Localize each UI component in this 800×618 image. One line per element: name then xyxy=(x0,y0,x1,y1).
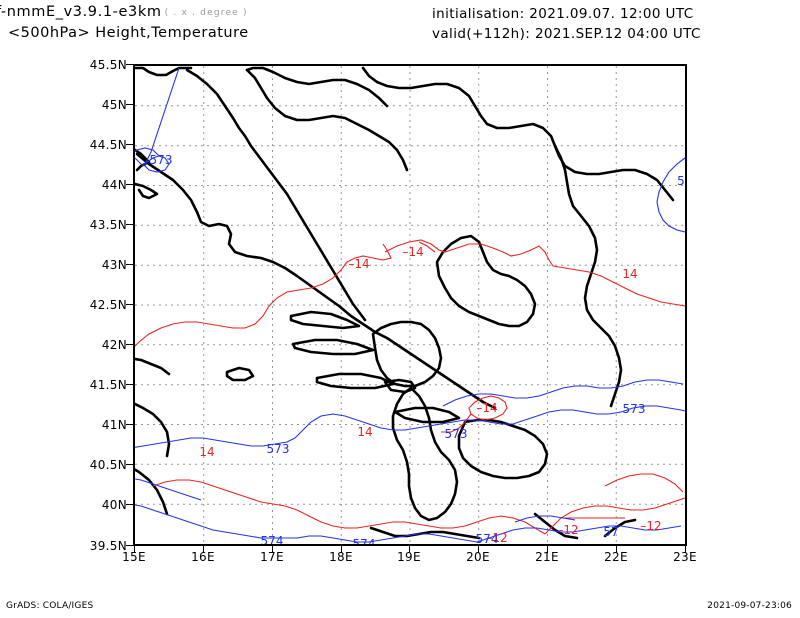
y-tick xyxy=(126,424,133,425)
level-fields-line: <500hPa> Height,Temperature xyxy=(8,25,249,41)
y-axis-label: 40.5N xyxy=(89,458,127,472)
height-label: 574 xyxy=(353,537,376,544)
model-resolution: ( . x . degree ) xyxy=(164,8,248,18)
temp-label: –12 xyxy=(557,523,578,537)
y-tick xyxy=(126,224,133,225)
y-tick xyxy=(126,344,133,345)
y-tick xyxy=(126,545,133,546)
temp-label: –12 xyxy=(486,531,507,544)
y-axis-label: 39.5N xyxy=(89,539,127,553)
temp-label: –14 xyxy=(348,257,369,271)
temp-label: 14 xyxy=(199,445,214,459)
x-axis-label: 16E xyxy=(191,550,215,564)
map-plot-area: –14 –14 14 –14 14 14 –12 –12 –12 573 573… xyxy=(133,64,687,546)
y-tick xyxy=(126,144,133,145)
y-axis-label: 43N xyxy=(101,258,127,272)
map-outlines xyxy=(135,66,675,540)
x-tick xyxy=(203,546,204,553)
x-tick xyxy=(272,546,273,553)
y-axis-label: 42.5N xyxy=(89,298,127,312)
height-contours xyxy=(135,67,685,543)
temp-label: –14 xyxy=(402,245,423,259)
y-tick xyxy=(126,504,133,505)
y-axis-label: 44N xyxy=(101,178,127,192)
y-tick xyxy=(126,104,133,105)
y-tick xyxy=(126,184,133,185)
y-axis-label: 41N xyxy=(101,418,127,432)
model-name-line: f-nmmE_v3.9.1-e3km( . x . degree ) xyxy=(0,4,248,20)
model-name: f-nmmE_v3.9.1-e3km xyxy=(0,4,162,20)
contour-labels: –14 –14 14 –14 14 14 –12 –12 –12 573 573… xyxy=(150,153,685,544)
y-tick xyxy=(126,464,133,465)
height-label: 5 xyxy=(677,174,685,188)
x-axis-label: 21E xyxy=(535,550,559,564)
x-axis-label: 20E xyxy=(466,550,490,564)
grid-lines xyxy=(135,66,685,544)
x-tick xyxy=(547,546,548,553)
y-axis-label: 40N xyxy=(101,498,127,512)
header-right-block: initialisation: 2021.09.07. 12:00 UTC va… xyxy=(432,4,772,44)
y-axis-label: 42N xyxy=(101,338,127,352)
height-label: 573 xyxy=(150,153,173,167)
y-tick xyxy=(126,264,133,265)
y-axis-label: 43.5N xyxy=(89,218,127,232)
x-axis-label: 22E xyxy=(604,550,628,564)
x-tick xyxy=(478,546,479,553)
y-tick xyxy=(126,304,133,305)
x-tick xyxy=(616,546,617,553)
y-tick xyxy=(126,64,133,65)
header-left-block: f-nmmE_v3.9.1-e3km( . x . degree ) <500h… xyxy=(0,4,420,50)
x-axis-label: 17E xyxy=(260,550,284,564)
height-label: 573 xyxy=(445,427,468,441)
temp-label: 14 xyxy=(622,267,637,281)
initialisation-time: initialisation: 2021.09.07. 12:00 UTC xyxy=(432,6,694,22)
x-tick xyxy=(134,546,135,553)
y-tick xyxy=(126,384,133,385)
height-label: 573 xyxy=(267,442,290,456)
temperature-contours xyxy=(135,239,685,535)
y-axis-label: 41.5N xyxy=(89,378,127,392)
x-axis-label: 23E xyxy=(673,550,697,564)
x-tick xyxy=(409,546,410,553)
y-axis-label: 45.5N xyxy=(89,58,127,72)
height-label: 574 xyxy=(261,534,284,544)
height-label: 574 xyxy=(476,532,499,544)
temp-label: 14 xyxy=(357,425,372,439)
x-axis-label: 15E xyxy=(122,550,146,564)
map-canvas: –14 –14 14 –14 14 14 –12 –12 –12 573 573… xyxy=(135,66,685,544)
y-axis-label: 44.5N xyxy=(89,138,127,152)
valid-time: valid(+112h): 2021.SEP.12 04:00 UTC xyxy=(432,26,701,42)
temp-label: –12 xyxy=(640,519,661,533)
grads-credit: GrADS: COLA/IGES xyxy=(6,601,94,611)
temp-label: –14 xyxy=(476,401,497,415)
y-axis-label: 45N xyxy=(101,98,127,112)
height-label: 57 xyxy=(603,525,618,539)
x-tick xyxy=(685,546,686,553)
x-axis-label: 19E xyxy=(397,550,421,564)
x-tick xyxy=(341,546,342,553)
x-axis-label: 18E xyxy=(329,550,353,564)
render-timestamp: 2021-09-07-23:06 xyxy=(707,601,792,611)
height-label: 573 xyxy=(623,402,646,416)
